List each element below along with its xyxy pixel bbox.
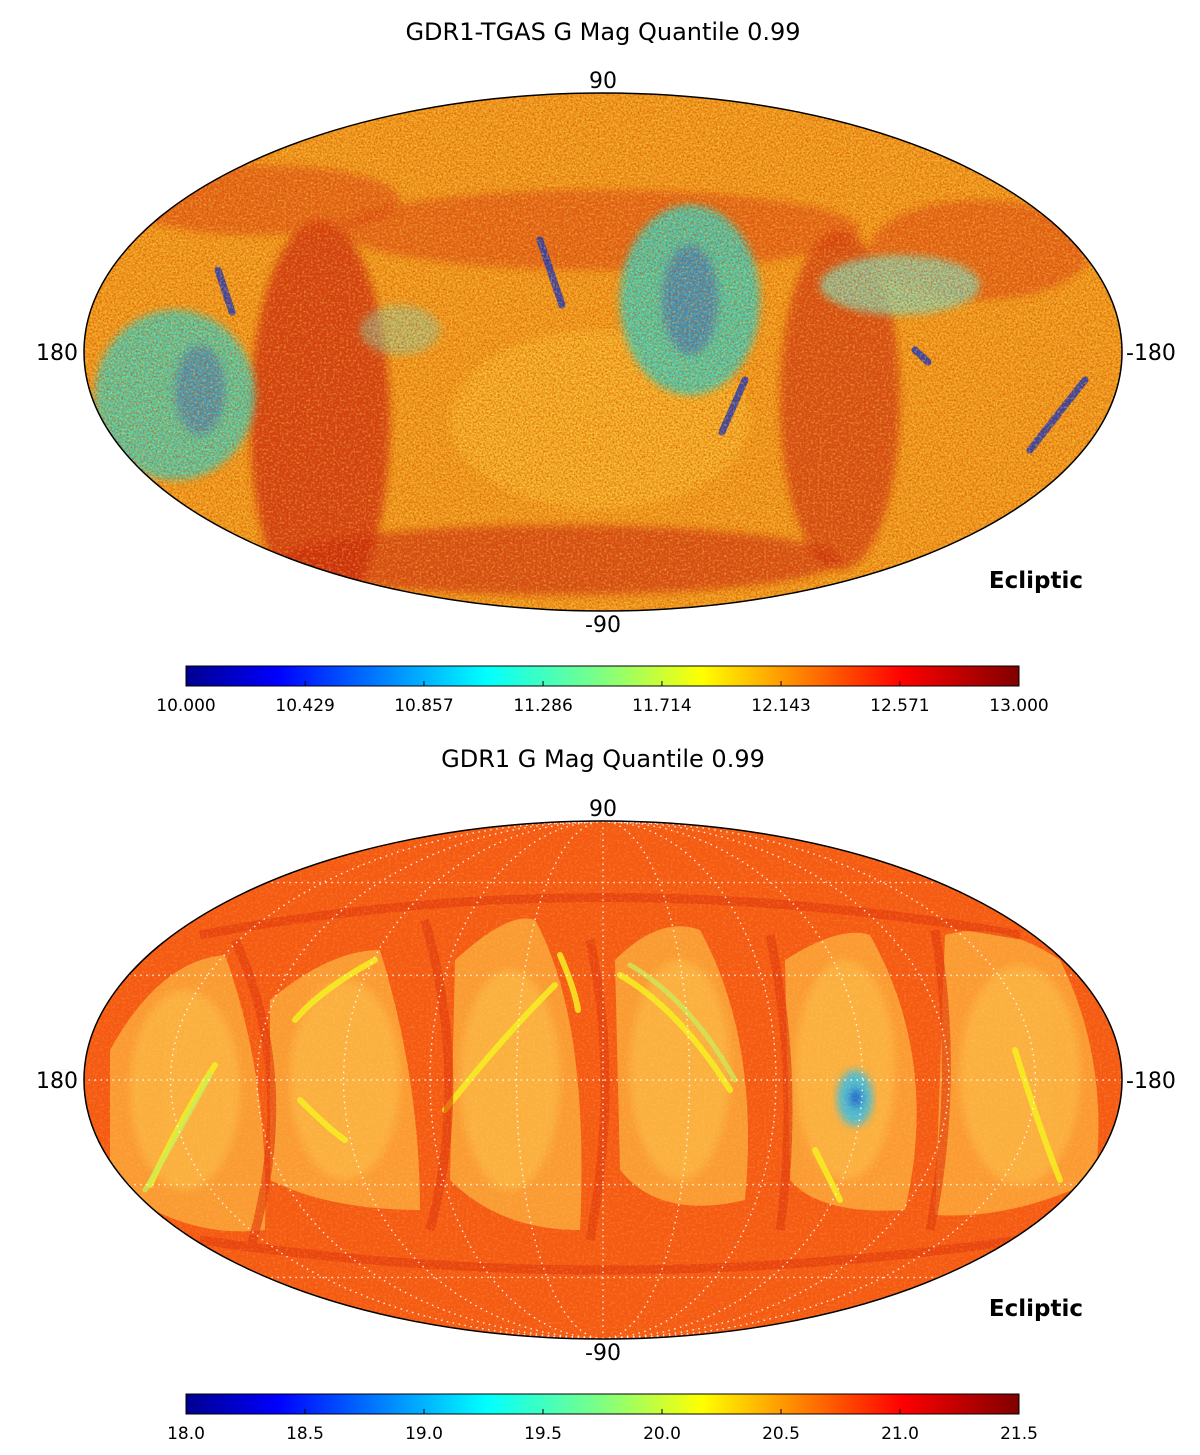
colorbar-ticks: 18.0 18.5 19.0 19.5 20.0 20.5 21.0 21.5	[167, 1409, 1038, 1444]
colorbar-tick-label: 10.000	[156, 696, 215, 716]
colorbar-gradient	[185, 665, 1020, 687]
lon-label-right: -180	[1126, 341, 1176, 366]
colorbar-tick-label: 19.0	[405, 1424, 443, 1444]
colorbar-tick-label: 11.714	[632, 696, 691, 716]
colorbar-tick-label: 13.000	[989, 696, 1048, 716]
colorbar-tick-label: 12.143	[751, 696, 810, 716]
colorbar-ticks: 10.000 10.429 10.857 11.286 11.714 12.143 12.5…	[156, 681, 1049, 716]
lat-label-bottom: -90	[585, 1341, 621, 1366]
sky-map-heatmap	[84, 93, 1122, 611]
graticule-meridian	[602, 821, 691, 1339]
lon-label-left: 180	[36, 341, 78, 366]
colorbar-tick-label: 21.0	[881, 1424, 919, 1444]
graticule-meridian	[256, 821, 604, 1339]
colorbar: 18.0 18.5 19.0 19.5 20.0 20.5 21.0 21.5	[167, 1393, 1038, 1444]
map-title: GDR1 G Mag Quantile 0.99	[441, 745, 765, 773]
graticule-meridian	[429, 821, 604, 1339]
graticule-meridian	[169, 821, 604, 1339]
colorbar: 10.000 10.429 10.857 11.286 11.714 12.143 12.5…	[156, 665, 1049, 716]
colorbar-tick-label: 20.0	[643, 1424, 681, 1444]
colorbar-tick-label: 18.0	[167, 1424, 205, 1444]
map-boundary	[83, 820, 1123, 1340]
map-panel-tgas: GDR1-TGAS G Mag Quantile 0.99 90 180 -18…	[36, 18, 1176, 716]
colorbar-tick-label: 10.857	[394, 696, 453, 716]
graticule	[84, 821, 1122, 1339]
map-panel-gdr1: GDR1 G Mag Quantile 0.99 90 180 -180 -90…	[36, 745, 1176, 1444]
graticule-meridian	[602, 821, 777, 1339]
colorbar-tick-label: 12.571	[870, 696, 929, 716]
lat-label-bottom: -90	[585, 613, 621, 638]
map-boundary	[83, 92, 1123, 612]
graticule-meridian	[602, 821, 1037, 1339]
lat-label-top: 90	[589, 69, 617, 94]
coord-system-label: Ecliptic	[989, 1296, 1083, 1322]
graticule-meridian	[602, 821, 950, 1339]
colorbar-tick-label: 19.5	[524, 1424, 562, 1444]
colorbar-tick-label: 10.429	[275, 696, 334, 716]
colorbar-tick-label: 11.286	[513, 696, 572, 716]
lon-label-right: -180	[1126, 1069, 1176, 1094]
lon-label-left: 180	[36, 1069, 78, 1094]
map-title: GDR1-TGAS G Mag Quantile 0.99	[405, 18, 800, 46]
sky-map-heatmap	[84, 821, 1122, 1339]
graticule-meridian	[515, 821, 604, 1339]
coord-system-label: Ecliptic	[989, 568, 1083, 594]
colorbar-tick-label: 18.5	[286, 1424, 324, 1444]
lat-label-top: 90	[589, 797, 617, 822]
colorbar-tick-label: 21.5	[1000, 1424, 1038, 1444]
colorbar-tick-label: 20.5	[762, 1424, 800, 1444]
colorbar-gradient	[185, 1393, 1020, 1415]
